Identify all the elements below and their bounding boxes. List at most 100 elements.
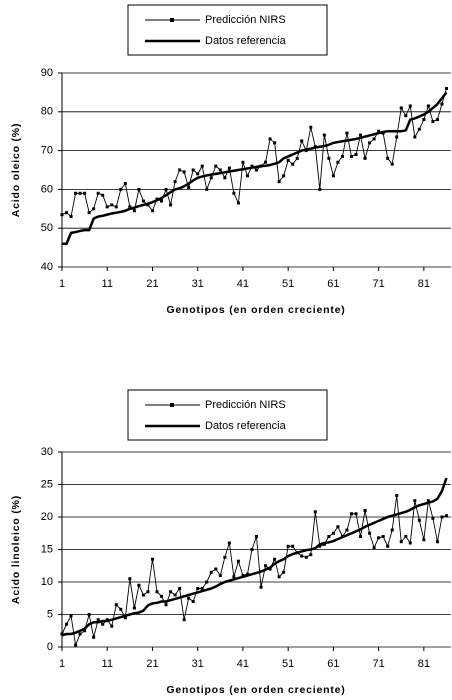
data-point (236, 201, 240, 205)
data-point (282, 174, 286, 178)
data-point (300, 554, 304, 558)
data-line (62, 91, 448, 245)
data-point (354, 512, 358, 516)
x-axis-title: Genotipos (en orden creciente) (166, 304, 345, 316)
data-point (155, 590, 159, 594)
data-point (187, 185, 191, 189)
legend-label: Datos referencia (205, 35, 287, 47)
data-point (218, 168, 222, 172)
data-point (223, 555, 227, 559)
data-point (444, 514, 448, 518)
data-point (92, 207, 96, 211)
y-tick-label: 60 (41, 183, 53, 195)
data-point (196, 587, 200, 590)
legend-marker (170, 403, 174, 407)
data-point (65, 211, 69, 215)
data-point (123, 182, 127, 186)
data-point (196, 172, 200, 176)
data-point (264, 160, 268, 164)
data-point (146, 590, 150, 594)
data-point (309, 553, 313, 557)
data-point (309, 125, 313, 129)
data-point (372, 546, 376, 550)
data-line (61, 88, 447, 218)
data-point (137, 583, 141, 587)
data-point (164, 187, 168, 191)
data-point (377, 129, 381, 133)
data-point (359, 133, 363, 137)
data-point (96, 618, 100, 622)
x-tick-label: 21 (146, 278, 158, 290)
data-point (110, 203, 114, 207)
data-point (399, 106, 403, 110)
data-point (390, 528, 394, 532)
data-point (363, 509, 367, 512)
data-point (164, 603, 168, 607)
data-point (273, 557, 277, 561)
y-tick-label: 80 (41, 106, 53, 118)
data-point (363, 156, 367, 160)
data-point (241, 160, 245, 164)
data-point (435, 118, 439, 122)
data-point (160, 594, 164, 598)
data-point (264, 564, 268, 568)
data-point (223, 176, 227, 180)
x-tick-label: 71 (373, 278, 385, 290)
data-point (259, 585, 263, 589)
data-point (182, 618, 186, 622)
data-point (60, 213, 64, 217)
data-point (291, 544, 295, 548)
data-point (128, 205, 132, 209)
data-point (101, 622, 105, 626)
data-point (96, 191, 100, 195)
data-point (78, 632, 82, 636)
data-point (318, 544, 322, 548)
data-point (255, 535, 258, 538)
y-tick-label: 5 (47, 608, 53, 620)
data-point (132, 209, 136, 213)
data-point (295, 156, 299, 160)
data-point (209, 176, 213, 180)
data-point (313, 510, 317, 514)
data-point (178, 168, 182, 172)
data-point (255, 168, 258, 172)
y-tick-label: 50 (41, 222, 53, 234)
data-point (227, 541, 231, 545)
data-point (110, 624, 114, 628)
legend-label: Predicción NIRS (205, 399, 286, 411)
data-point (331, 531, 335, 535)
x-tick-label: 31 (192, 278, 204, 290)
data-point (200, 587, 204, 590)
x-tick-label: 1 (59, 278, 65, 290)
data-point (426, 104, 430, 108)
data-point (444, 87, 448, 91)
x-tick-label: 61 (327, 658, 339, 670)
data-point (372, 137, 376, 141)
data-point (200, 164, 204, 168)
data-point (114, 205, 118, 209)
y-tick-label: 10 (41, 576, 53, 588)
data-point (74, 191, 78, 195)
x-tick-label: 41 (237, 658, 249, 670)
data-point (277, 180, 281, 184)
data-point (368, 141, 372, 145)
data-point (232, 191, 236, 195)
data-point (128, 577, 132, 581)
data-point (340, 154, 344, 158)
data-point (214, 567, 218, 571)
data-point (169, 203, 173, 207)
data-point (65, 622, 69, 626)
data-point (327, 535, 331, 538)
data-point (345, 528, 349, 532)
y-tick-label: 25 (41, 478, 53, 490)
data-point (435, 540, 439, 544)
x-tick-label: 1 (59, 658, 65, 670)
x-tick-label: 11 (102, 658, 113, 670)
data-point (191, 600, 195, 603)
x-tick-label: 41 (237, 278, 249, 290)
data-point (205, 187, 209, 191)
data-point (318, 187, 322, 191)
data-point (404, 114, 408, 118)
data-point (191, 168, 195, 172)
legend-box (127, 4, 328, 56)
